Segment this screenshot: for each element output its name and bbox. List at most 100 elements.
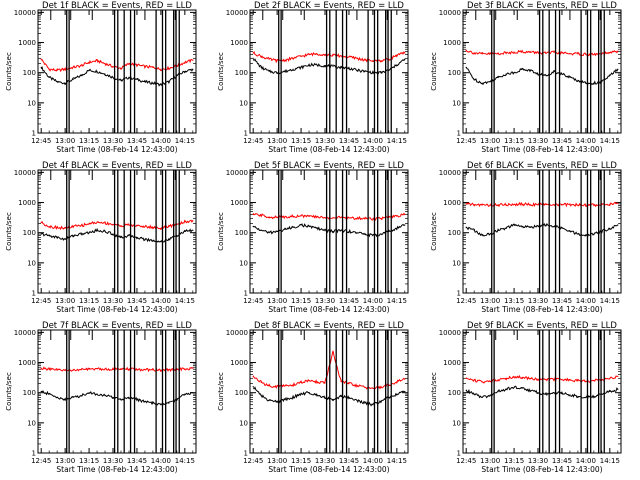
data-point-lld [340, 380, 342, 382]
data-point-events [276, 72, 278, 74]
x-tick-label: 13:30 [103, 137, 123, 145]
data-point-lld [593, 204, 595, 206]
data-point-events [465, 389, 467, 391]
data-point-events [561, 392, 563, 394]
data-point-events [396, 393, 398, 395]
data-point-lld [300, 381, 302, 383]
data-point-events [292, 68, 294, 70]
y-tick-label: 1000 [230, 359, 248, 367]
data-point-events [136, 78, 138, 80]
x-tick-label: 14:00 [151, 297, 171, 305]
data-point-lld [505, 377, 507, 379]
data-point-events [348, 396, 350, 398]
x-tick-label: 14:00 [151, 457, 171, 465]
data-point-events [513, 386, 515, 388]
data-point-events [72, 396, 74, 398]
data-point-lld [64, 68, 66, 70]
data-point-events [521, 387, 523, 389]
x-tick-label: 13:15 [291, 137, 311, 145]
x-axis-label: Start Time (08-Feb-14 12:43:00) [268, 465, 389, 474]
data-point-events [521, 225, 523, 228]
data-point-lld [120, 368, 122, 371]
data-point-lld [184, 61, 186, 63]
x-tick-label: 13:15 [79, 137, 99, 145]
x-tick-label: 14:15 [387, 137, 407, 145]
data-point-lld [356, 217, 358, 219]
series-line-lld [465, 49, 619, 57]
data-point-events [577, 395, 579, 398]
data-point-events [112, 396, 114, 398]
data-point-lld [260, 381, 262, 383]
data-point-lld [364, 386, 366, 388]
data-point-lld [144, 225, 146, 228]
data-point-events [404, 58, 406, 60]
series-line-events [465, 67, 619, 86]
data-point-events [260, 395, 262, 397]
data-point-lld [545, 204, 547, 206]
data-point-lld [324, 382, 326, 384]
y-tick-label: 1 [32, 290, 36, 298]
data-point-lld [284, 59, 286, 61]
data-point-lld [569, 52, 571, 55]
plot-frame [37, 169, 197, 294]
data-point-events [152, 82, 154, 84]
data-point-lld [96, 368, 98, 370]
plot-frame [37, 9, 197, 134]
data-point-lld [593, 53, 595, 56]
data-point-lld [364, 59, 366, 61]
panel-det-3f: Det 3f BLACK = Events, RED = LLD Counts/s… [430, 1, 622, 154]
data-point-lld [96, 221, 98, 223]
data-point-events [48, 76, 50, 78]
data-point-lld [268, 216, 270, 218]
data-point-events [40, 233, 42, 235]
x-tick-label: 12:45 [456, 457, 476, 465]
data-point-lld [56, 369, 58, 371]
series-line-events [465, 222, 619, 238]
x-tick-label: 13:45 [127, 457, 147, 465]
data-point-events [585, 82, 587, 84]
panel-det-8f: Det 8f BLACK = Events, RED = LLD Counts/s… [217, 321, 409, 474]
series-line-lld [40, 58, 194, 73]
data-point-lld [80, 65, 82, 67]
data-point-lld [553, 51, 555, 54]
data-point-events [380, 233, 382, 235]
data-point-events [192, 68, 194, 70]
data-point-events [521, 68, 523, 70]
data-point-events [505, 227, 507, 229]
data-point-lld [112, 223, 114, 225]
y-axis-label: Counts/sec [430, 212, 438, 251]
data-point-events [104, 73, 106, 75]
y-axis-label: Counts/sec [5, 52, 13, 91]
data-point-events [404, 224, 406, 226]
data-point-events [152, 402, 154, 404]
data-point-events [88, 69, 90, 71]
data-point-lld [316, 53, 318, 55]
data-point-events [144, 81, 146, 83]
data-point-events [473, 229, 475, 231]
data-point-events [473, 78, 475, 80]
data-point-lld [260, 55, 262, 57]
data-point-lld [609, 203, 611, 205]
data-point-events [308, 225, 310, 228]
data-point-lld [136, 225, 138, 227]
data-point-lld [192, 59, 194, 61]
y-tick-label: 10000 [226, 169, 248, 177]
y-tick-label: 10000 [439, 329, 461, 337]
data-point-lld [168, 67, 170, 69]
x-tick-label: 13:15 [291, 457, 311, 465]
x-tick-label: 14:00 [576, 297, 596, 305]
y-tick-label: 1000 [230, 39, 248, 47]
data-point-events [340, 66, 342, 68]
data-point-events [537, 73, 539, 75]
data-point-lld [88, 223, 90, 225]
data-point-lld [64, 369, 66, 371]
y-axis-label: Counts/sec [217, 372, 225, 411]
data-point-lld [372, 387, 374, 389]
data-point-events [465, 66, 467, 68]
data-point-events [356, 399, 358, 402]
data-point-events [561, 73, 563, 75]
y-tick-label: 100 [23, 389, 36, 397]
data-point-events [324, 229, 326, 231]
data-point-lld [497, 204, 499, 206]
x-axis-label: Start Time (08-Feb-14 12:43:00) [481, 305, 602, 314]
